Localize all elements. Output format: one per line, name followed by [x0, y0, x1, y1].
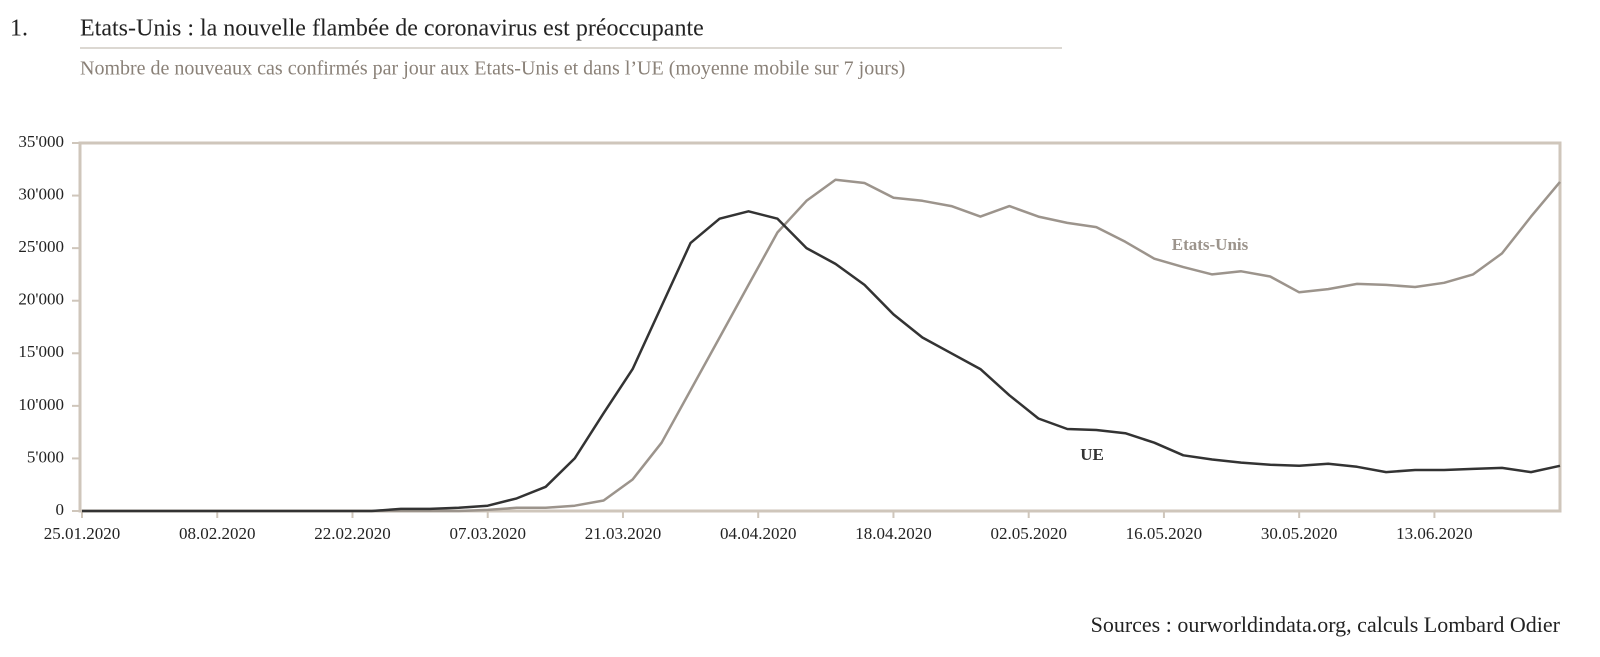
x-tick-label: 04.04.2020 [720, 524, 797, 543]
y-tick-label: 25'000 [18, 237, 64, 256]
chart-subtitle: Nombre de nouveaux cas confirmés par jou… [80, 58, 905, 80]
x-tick-label: 07.03.2020 [449, 524, 526, 543]
y-tick-label: 30'000 [18, 184, 64, 203]
chart-title: Etats-Unis : la nouvelle flambée de coro… [80, 16, 704, 42]
y-tick-label: 5'000 [27, 447, 64, 466]
y-tick-label: 15'000 [18, 342, 64, 361]
x-tick-label: 21.03.2020 [585, 524, 662, 543]
y-tick-label: 20'000 [18, 290, 64, 309]
y-tick-label: 0 [56, 500, 65, 519]
series-line [82, 210, 1561, 513]
x-tick-label: 22.02.2020 [314, 524, 391, 543]
y-tick-label: 10'000 [18, 395, 64, 414]
series-line [82, 178, 1561, 513]
source: Sources : ourworldindata.org, calculs Lo… [1091, 612, 1561, 637]
x-tick-label: 08.02.2020 [179, 524, 256, 543]
series-label: Etats-Unis [1172, 235, 1249, 254]
plot-frame [78, 141, 1562, 513]
x-tick-label: 02.05.2020 [990, 524, 1067, 543]
x-tick-label: 18.04.2020 [855, 524, 932, 543]
x-tick-label: 13.06.2020 [1396, 524, 1473, 543]
y-tick-label: 35'000 [18, 132, 64, 151]
x-tick-label: 30.05.2020 [1261, 524, 1338, 543]
x-tick-label: 16.05.2020 [1126, 524, 1203, 543]
series-label: UE [1080, 445, 1104, 464]
x-tick-label: 25.01.2020 [44, 524, 121, 543]
chart-number: 1. [10, 16, 28, 42]
